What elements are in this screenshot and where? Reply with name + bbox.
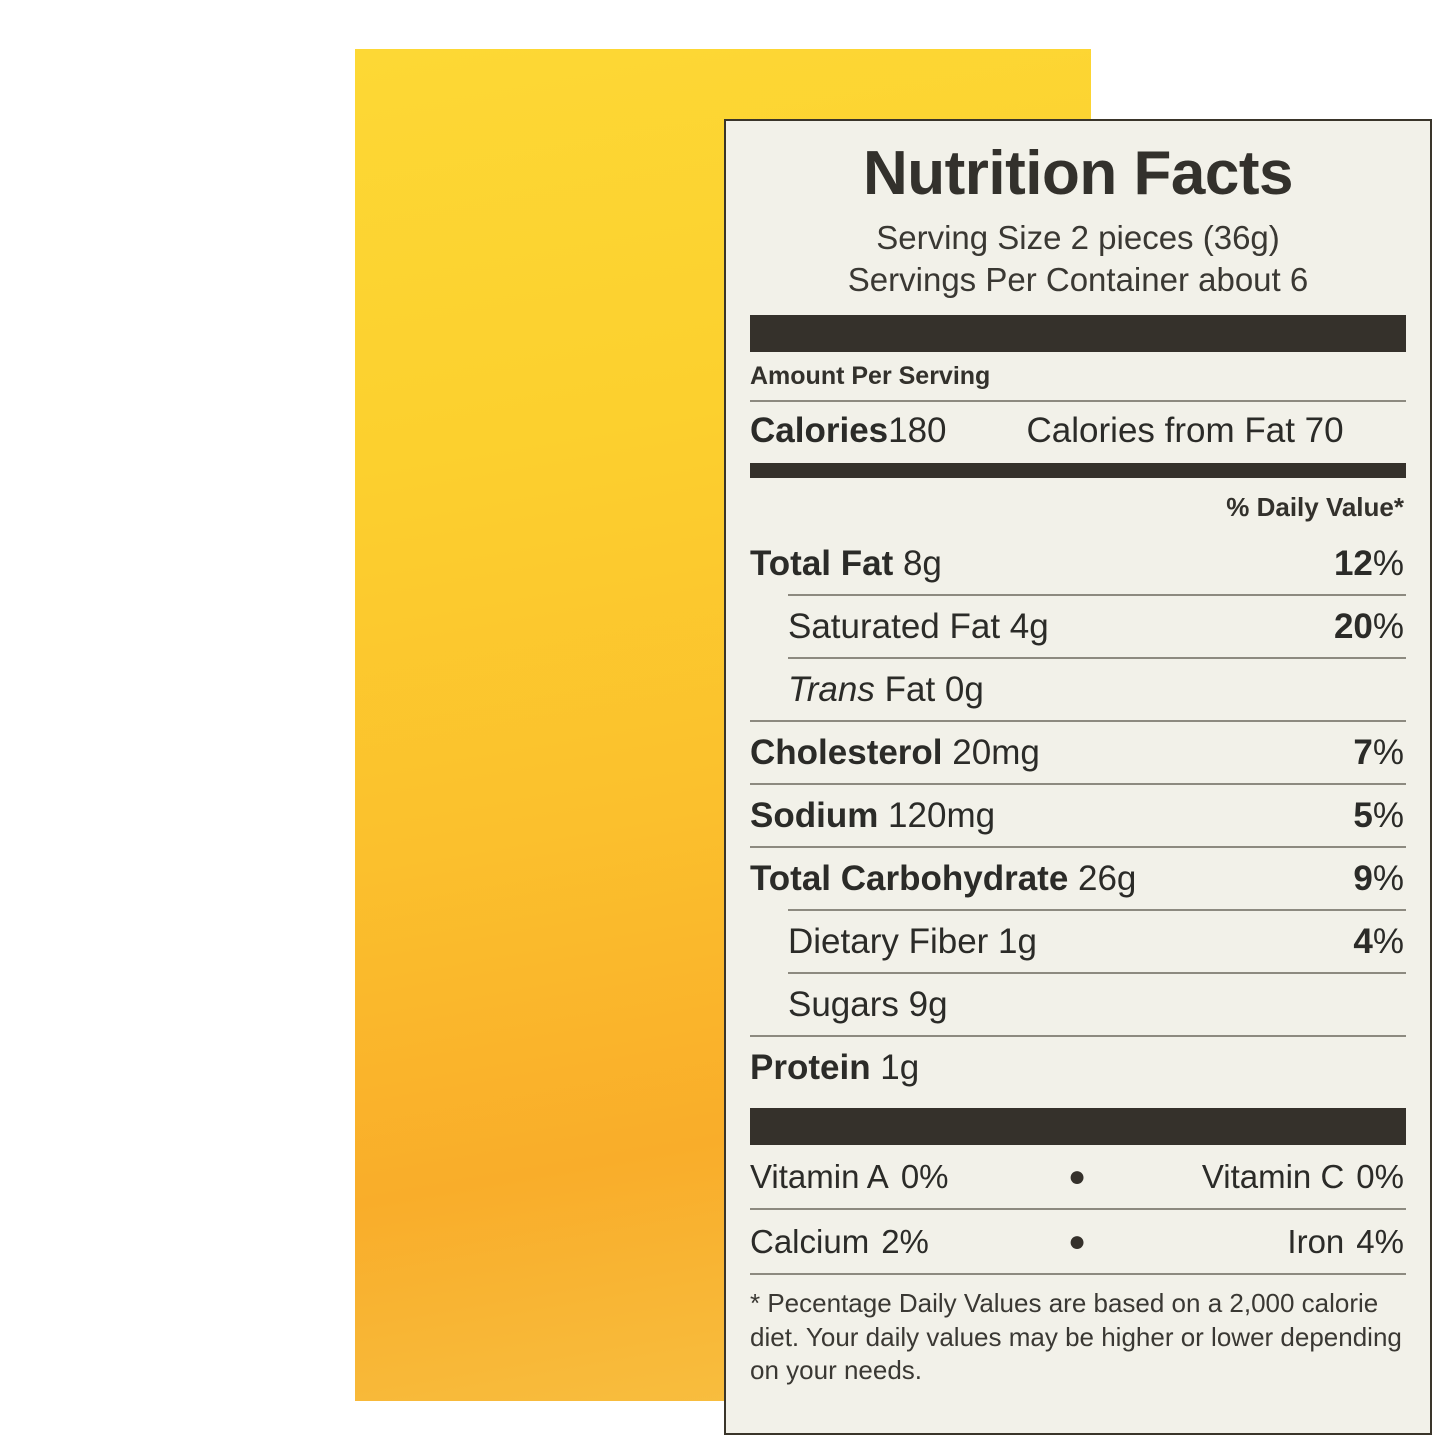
calories-row: Calories 180 Calories from Fat 70 bbox=[748, 402, 1408, 459]
divider-rule bbox=[750, 846, 1406, 849]
nutrient-name: Total Carbohydrate 26g bbox=[750, 859, 1137, 899]
servings-per-container-text: Servings Per Container about 6 bbox=[847, 261, 1309, 299]
nutrient-name: Dietary Fiber 1g bbox=[788, 922, 1037, 962]
daily-value-header: % Daily Value* bbox=[1226, 492, 1404, 523]
nutrient-row: Sugars 9g bbox=[748, 974, 1408, 1035]
nutrient-name: Sugars 9g bbox=[788, 985, 948, 1025]
nutrient-amount: 26g bbox=[1068, 859, 1137, 899]
nutrient-name: Sodium 120mg bbox=[750, 796, 996, 836]
vitamin-row: Calcium 2% ● Iron 4% bbox=[748, 1210, 1408, 1273]
divider-medium-calories bbox=[750, 463, 1406, 479]
nutrient-amount: Fat 0g bbox=[874, 670, 984, 710]
nutrient-daily-value: 4% bbox=[1353, 922, 1404, 962]
nutrient-amount: 4g bbox=[1000, 607, 1049, 647]
divider-rule bbox=[750, 1035, 1406, 1038]
vitamin-name: Vitamin A bbox=[750, 1158, 889, 1196]
divider-rule bbox=[750, 1208, 1406, 1211]
nutrient-amount: 120mg bbox=[878, 796, 996, 836]
vitamin-cell-right: Vitamin C 0% bbox=[1100, 1158, 1404, 1196]
bullet-dot-icon: ● bbox=[1067, 1160, 1087, 1194]
nutrient-amount: 9g bbox=[898, 985, 948, 1025]
nutrient-row: Dietary Fiber 1g 4% bbox=[748, 911, 1408, 972]
nutrient-daily-value: 20% bbox=[1333, 607, 1404, 647]
vitamin-cell-right: Iron 4% bbox=[1100, 1223, 1404, 1261]
nutrient-row: Trans Fat 0g bbox=[748, 659, 1408, 720]
nutrient-row: Sodium 120mg 5% bbox=[748, 785, 1408, 846]
vitamin-cell-left: Calcium 2% bbox=[750, 1223, 1054, 1261]
calories-from-fat: Calories from Fat 70 bbox=[1026, 411, 1344, 451]
nutrition-facts-panel: Nutrition Facts Serving Size 2 pieces (3… bbox=[724, 119, 1432, 1435]
vitamin-table: Vitamin A 0% ● Vitamin C 0% Calcium 2% ● Iron 4% bbox=[748, 1145, 1408, 1273]
calories-label: Calories bbox=[750, 411, 889, 451]
daily-value-footnote: * Pecentage Daily Values are based on a … bbox=[750, 1288, 1402, 1385]
nutrient-name: Cholesterol 20mg bbox=[750, 733, 1040, 773]
nutrient-daily-value: 12% bbox=[1333, 544, 1404, 584]
vitamin-row: Vitamin A 0% ● Vitamin C 0% bbox=[748, 1145, 1408, 1208]
nutrient-name: Protein 1g bbox=[750, 1048, 920, 1088]
label-yellow-border: Nutrition Facts Serving Size 2 pieces (3… bbox=[355, 49, 1432, 1435]
nutrient-table: Total Fat 8g 12% Saturated Fat 4g 20% Trans … bbox=[748, 533, 1408, 1098]
nutrient-amount: 1g bbox=[870, 1048, 920, 1088]
divider-rule bbox=[788, 594, 1406, 597]
vitamin-value: 4% bbox=[1356, 1223, 1404, 1261]
amount-per-serving-heading: Amount Per Serving bbox=[750, 362, 991, 391]
nutrient-amount: 20mg bbox=[942, 733, 1040, 773]
nutrient-daily-value: 9% bbox=[1353, 859, 1404, 899]
vitamin-value: 0% bbox=[900, 1158, 949, 1196]
nutrient-daily-value: 5% bbox=[1353, 796, 1404, 836]
nutrient-row: Cholesterol 20mg 7% bbox=[748, 722, 1408, 783]
serving-size-text: Serving Size 2 pieces (36g) bbox=[876, 219, 1280, 256]
divider-rule bbox=[788, 909, 1406, 912]
divider-rule-footnote bbox=[750, 1273, 1406, 1276]
nutrient-amount: 1g bbox=[988, 922, 1037, 962]
nutrient-name: Total Fat 8g bbox=[750, 544, 942, 584]
vitamin-name: Calcium bbox=[750, 1223, 870, 1261]
vitamin-value: 0% bbox=[1356, 1158, 1404, 1196]
vitamin-name: Vitamin C bbox=[1201, 1158, 1345, 1196]
page-title: Nutrition Facts bbox=[863, 139, 1293, 208]
nutrient-amount: 8g bbox=[893, 544, 942, 584]
divider-thick-top bbox=[750, 315, 1406, 353]
vitamin-cell-left: Vitamin A 0% bbox=[750, 1158, 1054, 1196]
vitamin-name: Iron bbox=[1287, 1223, 1345, 1261]
calories-value: 180 bbox=[888, 411, 947, 451]
nutrient-name: Saturated Fat 4g bbox=[788, 607, 1049, 647]
nutrient-daily-value: 7% bbox=[1353, 733, 1404, 773]
nutrient-row: Saturated Fat 4g 20% bbox=[748, 596, 1408, 657]
nutrient-row: Protein 1g bbox=[748, 1037, 1408, 1098]
nutrient-row: Total Carbohydrate 26g 9% bbox=[748, 848, 1408, 909]
divider-rule bbox=[750, 720, 1406, 723]
divider-rule-calories bbox=[750, 400, 1406, 403]
vitamin-value: 2% bbox=[881, 1223, 929, 1261]
nutrient-name: Trans Fat 0g bbox=[788, 670, 984, 710]
divider-rule bbox=[788, 972, 1406, 975]
bullet-dot-icon: ● bbox=[1067, 1225, 1087, 1259]
nutrition-facts-content: Nutrition Facts Serving Size 2 pieces (3… bbox=[726, 121, 1430, 1433]
divider-thick-vitamins bbox=[750, 1108, 1406, 1146]
nutrient-row: Total Fat 8g 12% bbox=[748, 533, 1408, 594]
divider-rule bbox=[750, 783, 1406, 786]
divider-rule bbox=[788, 657, 1406, 660]
